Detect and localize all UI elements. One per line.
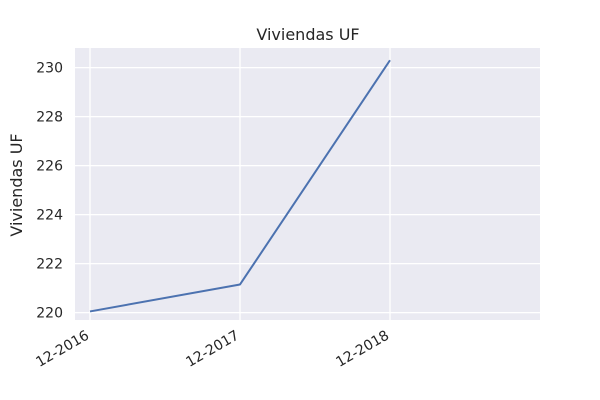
- grid: [75, 48, 540, 320]
- y-tick-label: 220: [36, 306, 63, 322]
- y-tick-label: 222: [36, 257, 63, 273]
- x-tick-label: 12-2016: [33, 328, 92, 371]
- series-layer: [89, 59, 391, 313]
- y-tick-labels: 220 222 224 226 228 230: [36, 61, 63, 322]
- x-tick-label: 12-2018: [333, 328, 392, 371]
- y-tick-label: 224: [36, 208, 63, 224]
- y-tick-label: 230: [36, 61, 63, 77]
- series-line: [89, 59, 391, 313]
- chart-title: Viviendas UF: [256, 25, 359, 44]
- y-axis-label: Viviendas UF: [7, 133, 26, 236]
- x-tick-label: 12-2017: [183, 328, 242, 371]
- y-tick-label: 226: [36, 159, 63, 175]
- y-tick-label: 228: [36, 110, 63, 126]
- x-tick-labels: 12-2016 12-2017 12-2018: [33, 328, 392, 371]
